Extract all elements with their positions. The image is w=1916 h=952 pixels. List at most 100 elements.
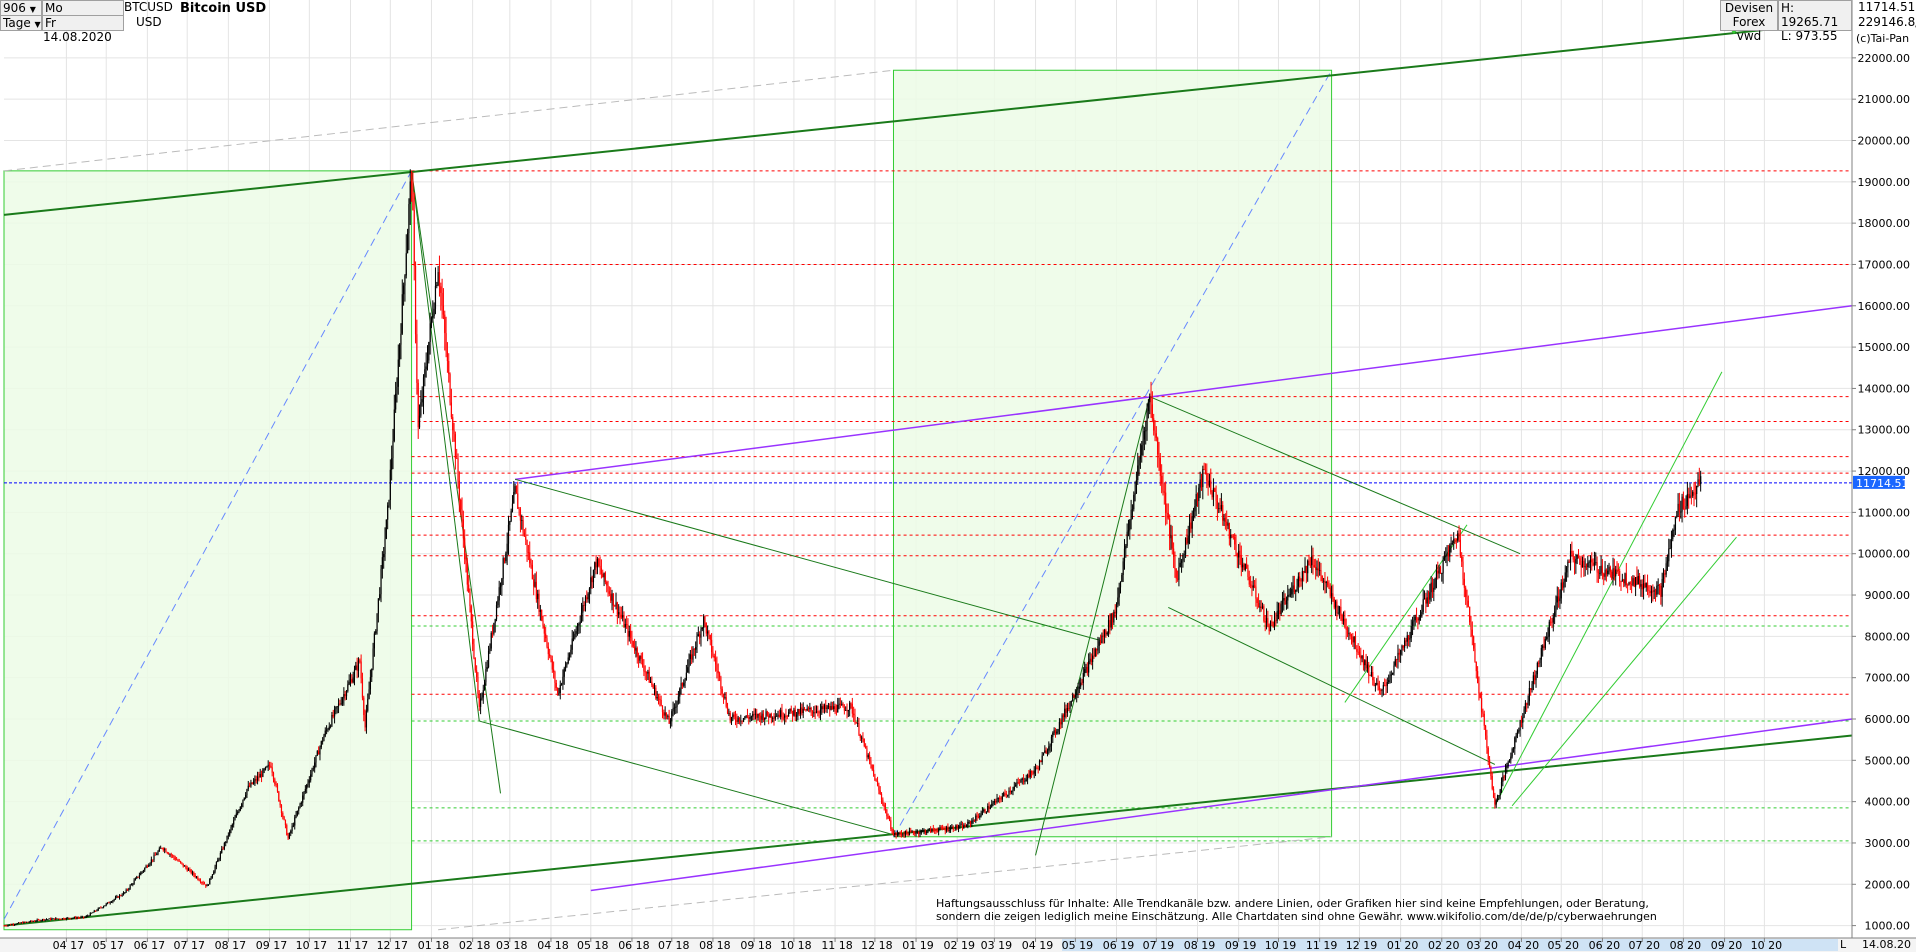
scale-toggle[interactable]: L <box>1840 938 1847 951</box>
candle-body <box>1609 567 1611 572</box>
candle-body <box>1596 562 1598 573</box>
trendline <box>1511 536 1737 807</box>
candle-body <box>513 492 515 504</box>
candle-body <box>438 272 441 287</box>
candle-body <box>113 899 115 901</box>
candle-body <box>883 804 885 807</box>
candle-body <box>1236 553 1238 558</box>
candle-body <box>10 924 12 926</box>
candle-body <box>68 917 70 919</box>
candle-body <box>969 821 972 824</box>
candle-body <box>1479 693 1481 699</box>
candle-body <box>588 588 591 594</box>
candle-body <box>203 883 206 885</box>
candle-body <box>1656 585 1658 595</box>
market-line-1: Devisen <box>1724 1 1774 15</box>
disclaimer-line-1: Haftungsausschluss für Inhalte: Alle Tre… <box>936 897 1649 910</box>
candle-body <box>1115 604 1118 614</box>
candle-body <box>927 829 929 832</box>
candle-body <box>1235 544 1237 554</box>
candle-body <box>862 737 864 740</box>
candle-body <box>497 600 499 606</box>
candle-body <box>560 684 563 685</box>
candle-body <box>470 606 472 622</box>
candle-body <box>426 360 429 367</box>
candle-body <box>539 610 541 612</box>
candle-body <box>562 676 564 685</box>
candle-body <box>1473 636 1475 649</box>
candle-body <box>602 573 604 578</box>
candle-body <box>1212 488 1215 498</box>
candle-body <box>591 577 593 583</box>
candle-body <box>574 633 576 639</box>
time-scrollbar-thumb[interactable] <box>1062 939 1838 951</box>
candle-body <box>667 715 669 717</box>
candle-body <box>1248 576 1250 585</box>
candle-body <box>1191 516 1193 529</box>
date-to-field[interactable]: Fr 14.08.2020 <box>42 15 124 44</box>
candle-body <box>1438 567 1440 574</box>
candle-body <box>100 907 102 909</box>
candle-body <box>1649 591 1651 594</box>
period-unit-selector[interactable]: Tage ▼ <box>0 15 42 31</box>
candle-body <box>230 827 232 831</box>
candle-body <box>341 698 344 704</box>
candle-body <box>373 633 375 649</box>
candle-body <box>817 711 819 713</box>
candle-body <box>35 921 37 922</box>
candle-body <box>955 825 957 831</box>
candle-body <box>1211 492 1213 498</box>
candle-body <box>1011 790 1013 793</box>
candle-body <box>1072 695 1074 702</box>
candle-body <box>158 848 160 852</box>
period-selector[interactable]: 906 ▼ <box>0 0 42 16</box>
high-value: H: 19265.71 <box>1781 1 1839 29</box>
candle-body <box>972 820 974 822</box>
x-tick-label: 03 19 <box>981 939 1013 952</box>
candle-body <box>582 605 584 613</box>
candle-body <box>385 519 387 539</box>
candle-body <box>745 715 747 718</box>
x-tick-label: 06 18 <box>618 939 650 952</box>
candle-body <box>1646 582 1649 591</box>
candle-body <box>250 782 252 787</box>
candle-body <box>1293 585 1296 593</box>
candle-body <box>1141 445 1143 456</box>
candle-body <box>875 780 877 782</box>
candle-body <box>1669 548 1671 549</box>
y-tick-label: 9000.00 <box>1865 589 1911 602</box>
candle-body <box>302 795 304 803</box>
candle-body <box>918 831 920 834</box>
candle-body <box>563 668 565 677</box>
candle-body <box>1554 611 1556 617</box>
candle-body <box>639 655 641 661</box>
candle-body <box>780 710 782 717</box>
candle-body <box>1240 556 1242 568</box>
candle-body <box>1611 571 1613 579</box>
candle-body <box>1490 767 1492 776</box>
candle-body <box>992 802 994 805</box>
candle-body <box>1697 479 1699 487</box>
candle-body <box>1688 493 1690 499</box>
candle-body <box>692 648 694 660</box>
y-tick-label: 13000.00 <box>1858 424 1911 437</box>
candle-body <box>170 854 172 856</box>
candle-body <box>507 524 510 544</box>
candle-body <box>1304 565 1306 573</box>
candle-body <box>1491 775 1493 789</box>
candle-body <box>1239 550 1241 557</box>
candle-body <box>450 402 452 418</box>
candle-body <box>369 677 372 690</box>
candle-body <box>902 834 904 836</box>
date-from-field[interactable]: Mo 13.02.2017 <box>42 0 124 29</box>
candle-body <box>1029 770 1031 778</box>
candle-body <box>839 703 841 705</box>
candle-body <box>125 889 127 893</box>
candle-body <box>863 739 865 747</box>
candle-body <box>1469 606 1471 623</box>
candle-body <box>1040 760 1042 763</box>
candle-body <box>454 434 456 459</box>
candle-body <box>823 705 826 710</box>
x-tick-label: 10 20 <box>1751 939 1783 952</box>
